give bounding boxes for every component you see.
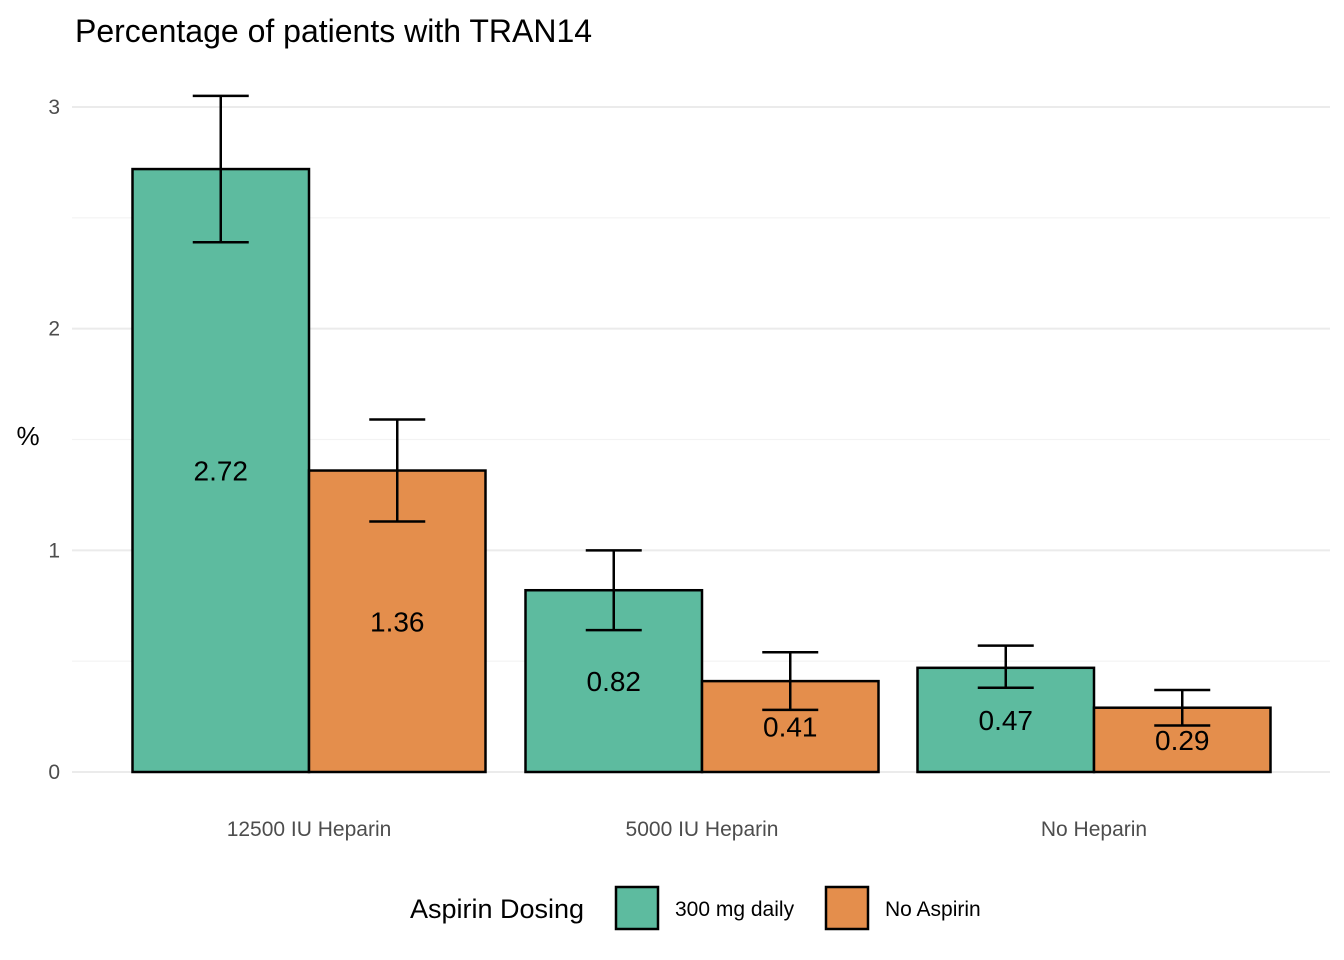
legend-entry-label: 300 mg daily bbox=[675, 898, 795, 921]
bar bbox=[131, 167, 311, 774]
legend-key bbox=[614, 885, 660, 931]
data-label: 0.47 bbox=[979, 705, 1034, 736]
data-label: 2.72 bbox=[194, 456, 249, 487]
y-tick-label: 1 bbox=[48, 539, 60, 562]
data-label: 0.82 bbox=[587, 666, 642, 697]
legend-title: Aspirin Dosing bbox=[410, 894, 584, 924]
y-tick-label: 0 bbox=[48, 761, 60, 784]
y-tick-label: 2 bbox=[48, 318, 60, 341]
legend-key bbox=[824, 885, 870, 931]
chart-title: Percentage of patients with TRAN14 bbox=[75, 13, 592, 49]
labels-layer: 2.72 1.36 12500 IU Heparin 0.82 0.41 5000 IU … bbox=[194, 456, 1210, 841]
x-tick-label: 12500 IU Heparin bbox=[227, 818, 392, 841]
bars-layer bbox=[131, 94, 1272, 774]
data-label: 0.29 bbox=[1155, 725, 1210, 756]
y-tick-label: 3 bbox=[48, 96, 60, 119]
x-tick-label: No Heparin bbox=[1041, 818, 1147, 841]
x-tick-label: 5000 IU Heparin bbox=[626, 818, 779, 841]
data-label: 1.36 bbox=[370, 606, 425, 637]
y-axis-label: % bbox=[16, 421, 39, 451]
legend-entry-label: No Aspirin bbox=[885, 898, 981, 921]
data-label: 0.41 bbox=[763, 712, 818, 743]
legend: Aspirin Dosing 300 mg daily No Aspirin bbox=[410, 885, 981, 931]
